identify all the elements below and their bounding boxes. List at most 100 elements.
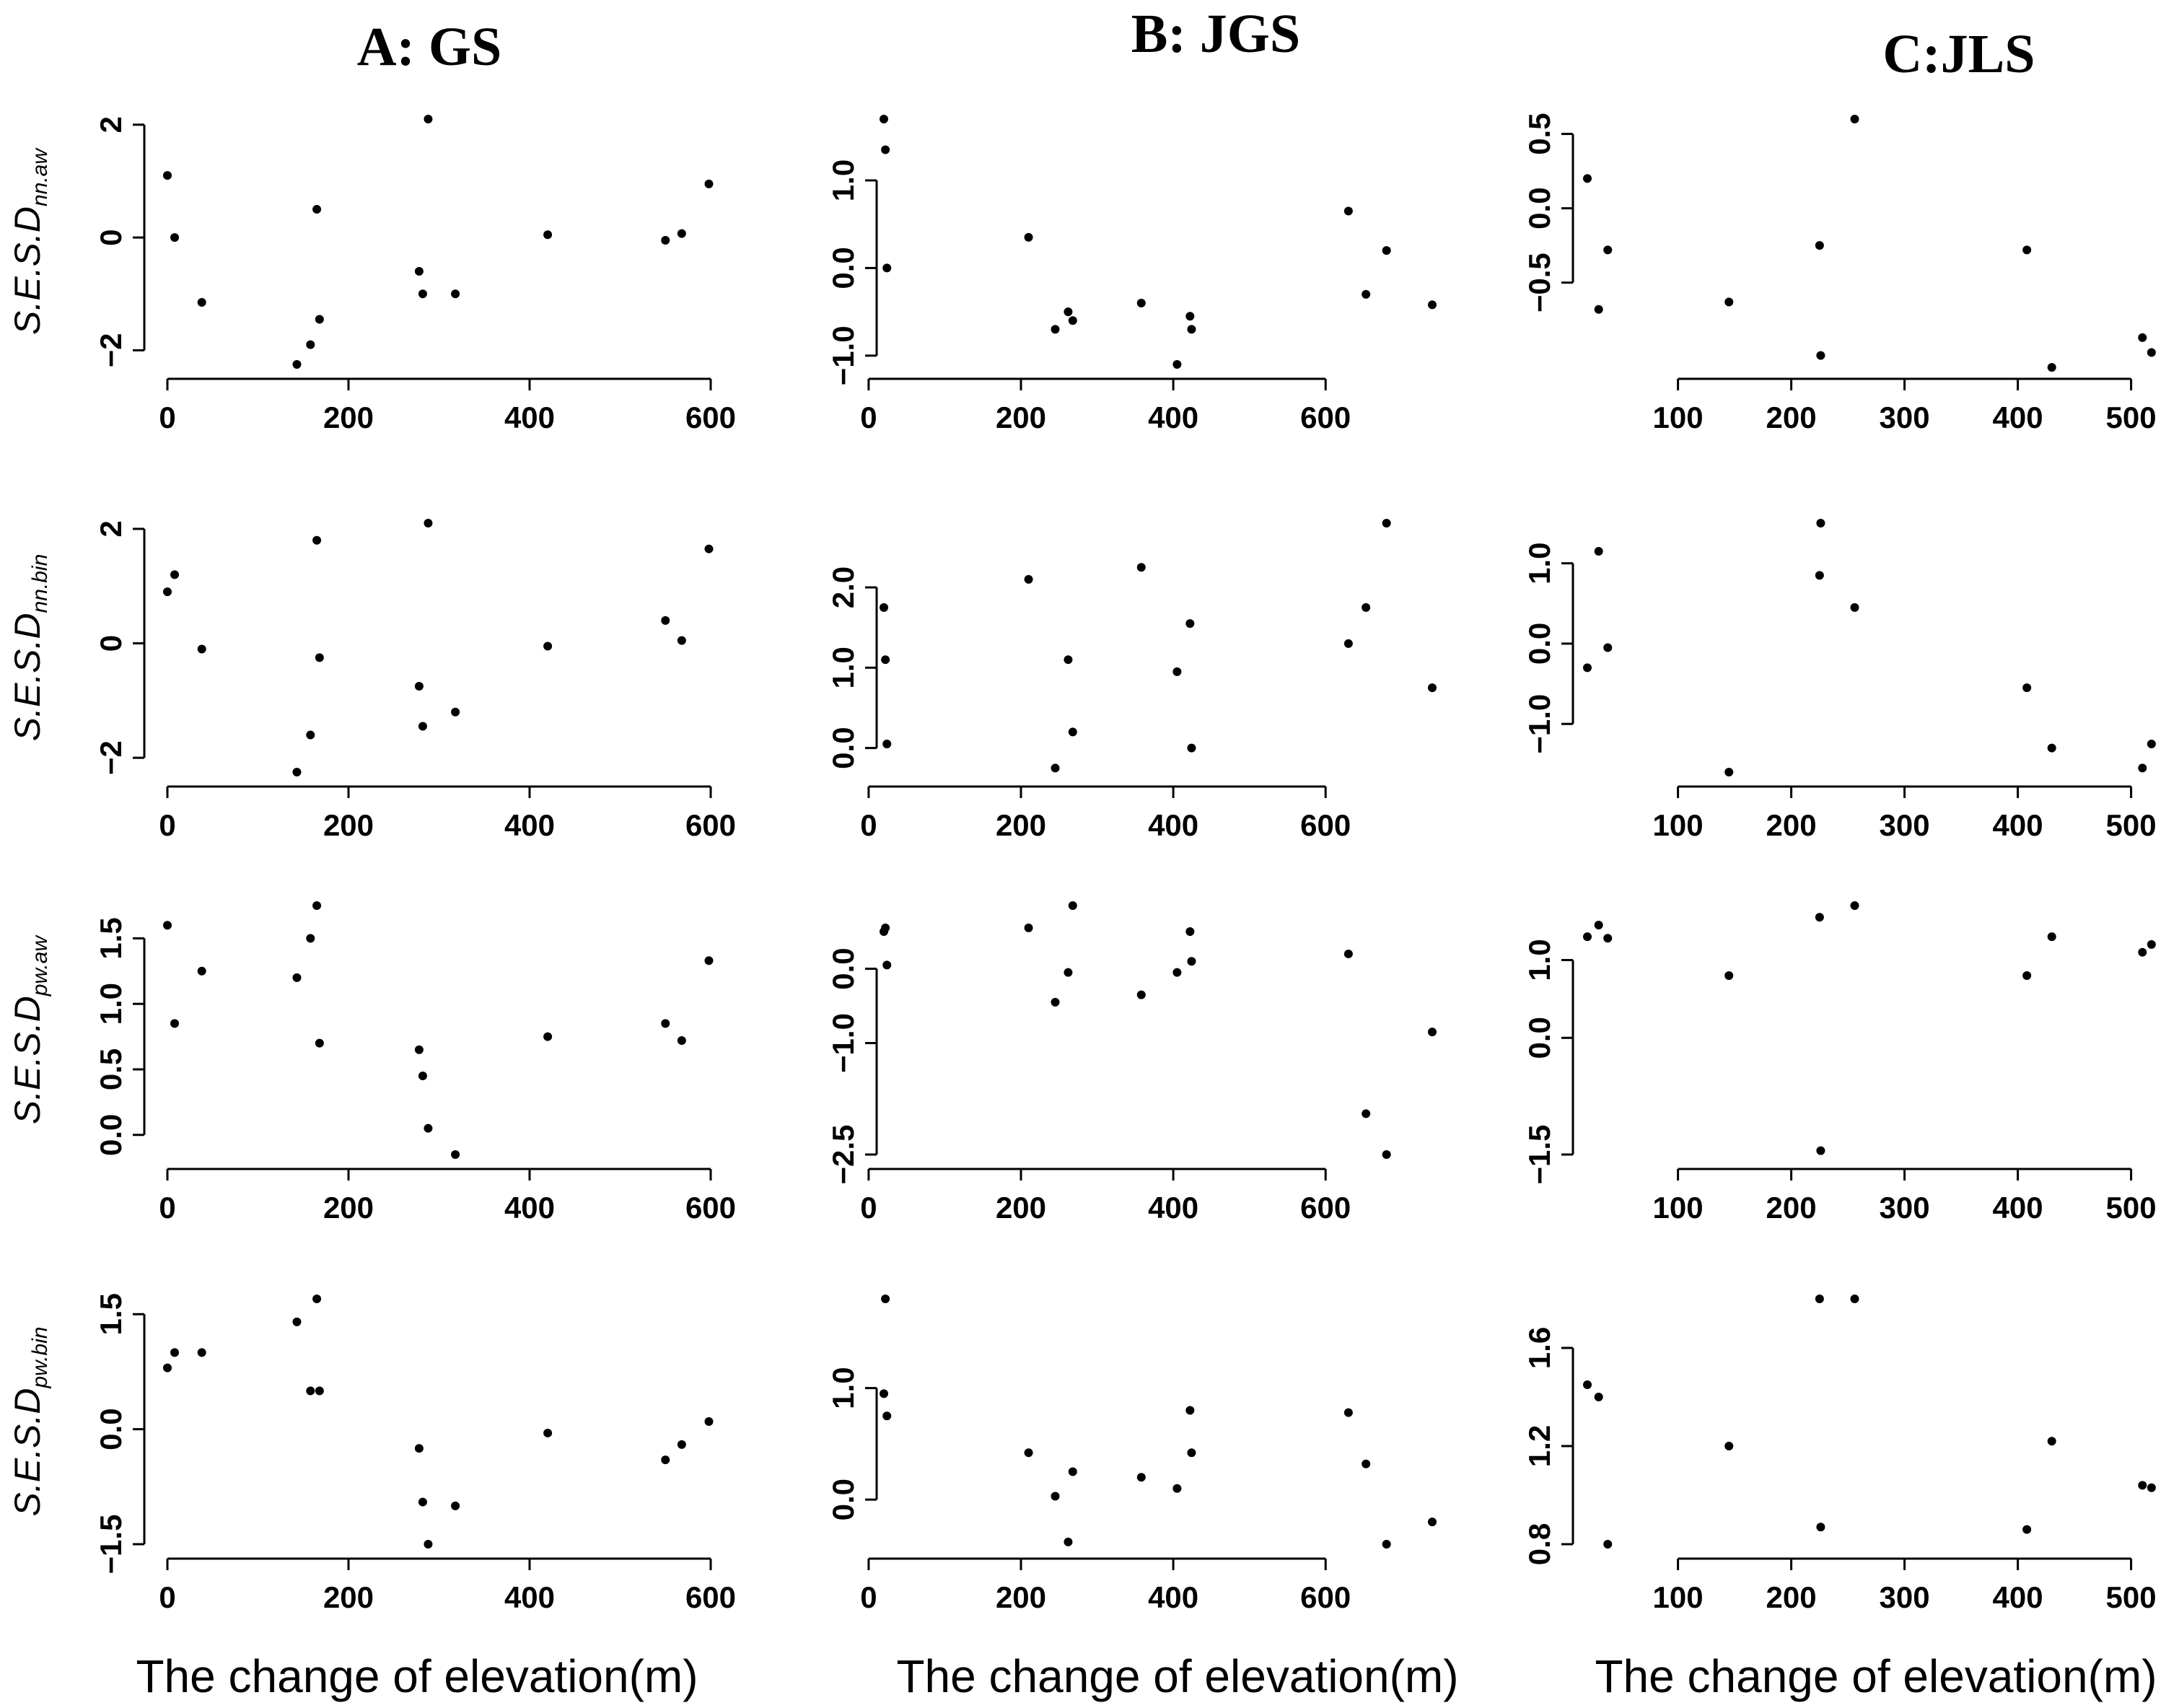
- data-point: [2138, 333, 2147, 342]
- data-point: [2047, 1437, 2056, 1446]
- data-point: [418, 289, 427, 299]
- y-axis-label-main: S.E.S.D: [7, 996, 48, 1124]
- data-point: [1815, 571, 1824, 580]
- data-point: [1343, 639, 1353, 648]
- data-point: [418, 1072, 427, 1081]
- data-point: [1583, 663, 1592, 673]
- data-point: [414, 1045, 424, 1054]
- data-point: [543, 1428, 553, 1437]
- data-point: [880, 603, 888, 612]
- data-point: [170, 1019, 180, 1028]
- x-tick-label: 400: [1148, 808, 1198, 842]
- y-axis-label-sub: pw.aw: [28, 934, 52, 997]
- data-point: [1815, 1295, 1824, 1303]
- data-point: [418, 722, 427, 731]
- title-jgs: B: JGS: [1131, 4, 1300, 64]
- panel-3-2: 0 200 400 600 −2.5 −1.0 0.0: [826, 901, 1437, 1225]
- y-tick-label: 1.0: [94, 983, 128, 1025]
- data-point: [1185, 927, 1195, 937]
- y-axis-label-sub: nn.aw: [28, 147, 52, 206]
- data-point: [2047, 932, 2056, 942]
- y-axis-label-sub: nn.bin: [28, 554, 52, 613]
- data-point: [2147, 940, 2156, 949]
- y-tick-label: 1.5: [94, 917, 128, 959]
- data-point: [1136, 990, 1146, 999]
- data-point: [1594, 1393, 1603, 1401]
- data-point: [1594, 305, 1603, 314]
- data-point: [1064, 968, 1073, 977]
- data-point: [197, 1348, 206, 1357]
- data-point: [543, 230, 553, 240]
- x-tick-label: 400: [1148, 400, 1198, 434]
- y-tick-label: 0.0: [1522, 1017, 1556, 1059]
- x-tick-label: 200: [1766, 1191, 1817, 1225]
- data-point: [1362, 1459, 1371, 1468]
- x-tick-label: 0: [860, 1191, 877, 1225]
- y-axis-label-main: S.E.S.D: [7, 206, 48, 335]
- data-point: [1583, 932, 1592, 942]
- data-point: [882, 960, 892, 970]
- data-point: [414, 267, 424, 276]
- x-axis-label-jls: The change of elevation(m): [1595, 1650, 2157, 1702]
- y-tick-label: 0.5: [1522, 113, 1556, 154]
- data-point: [1850, 901, 1859, 910]
- data-point: [677, 636, 686, 645]
- data-point: [1362, 289, 1371, 299]
- data-point: [451, 1501, 460, 1510]
- data-point: [1816, 519, 1825, 527]
- data-point: [306, 1386, 315, 1396]
- data-point: [306, 340, 315, 349]
- data-point: [1172, 667, 1182, 676]
- y-tick-label: 1.6: [1522, 1327, 1556, 1369]
- x-tick-label: 600: [685, 1580, 736, 1614]
- x-tick-label: 0: [159, 400, 175, 434]
- data-point: [424, 115, 433, 123]
- data-point: [1343, 206, 1353, 216]
- y-axis-label-row-4: S.E.S.Dpw.bin: [7, 1327, 52, 1517]
- data-point: [661, 1455, 670, 1465]
- data-point: [292, 768, 302, 776]
- y-tick-label: 0: [94, 229, 128, 245]
- data-point: [882, 740, 892, 749]
- data-point: [1850, 603, 1859, 612]
- data-point: [1594, 546, 1603, 556]
- x-tick-label: 400: [504, 1580, 555, 1614]
- y-tick-label: 0.8: [1522, 1523, 1556, 1565]
- data-point: [1382, 519, 1391, 527]
- y-axis-label-main: S.E.S.D: [7, 613, 48, 741]
- data-point: [677, 229, 686, 238]
- data-point: [1428, 1518, 1437, 1527]
- x-tick-label: 200: [323, 808, 374, 842]
- x-tick-label: 200: [323, 1580, 374, 1614]
- y-tick-label: 0.5: [94, 1048, 128, 1090]
- x-tick-label: 200: [996, 1580, 1046, 1614]
- data-point: [677, 1036, 686, 1046]
- data-point: [1064, 655, 1073, 665]
- data-point: [1594, 920, 1603, 929]
- data-point: [881, 923, 890, 932]
- data-point: [1382, 1150, 1391, 1159]
- y-tick-label: 1.5: [94, 1293, 128, 1335]
- panel-3-3: 100 200 300 400 500 −1.5 0.0 1.0: [1522, 901, 2157, 1225]
- x-tick-label: 600: [685, 400, 736, 434]
- data-point: [661, 1019, 670, 1028]
- column-titles: A: GS B: JGS C:JLS: [357, 4, 2035, 84]
- x-tick-label: 400: [1993, 1191, 2043, 1225]
- x-tick-label: 200: [1766, 1580, 1817, 1614]
- x-tick-label: 0: [159, 1580, 175, 1614]
- y-tick-label: −2: [94, 333, 128, 368]
- data-point: [881, 655, 890, 665]
- data-point: [1024, 232, 1033, 242]
- y-tick-label: 0.0: [826, 1479, 860, 1520]
- y-tick-label: −1.0: [1522, 694, 1556, 754]
- data-point: [1136, 1473, 1146, 1482]
- data-point: [1428, 1028, 1437, 1037]
- data-point: [1603, 643, 1613, 652]
- data-point: [1816, 1146, 1825, 1155]
- data-point: [1187, 1448, 1196, 1458]
- data-point: [292, 360, 302, 369]
- data-point: [2147, 1483, 2156, 1492]
- data-point: [2138, 763, 2147, 773]
- y-tick-label: −2: [94, 740, 128, 775]
